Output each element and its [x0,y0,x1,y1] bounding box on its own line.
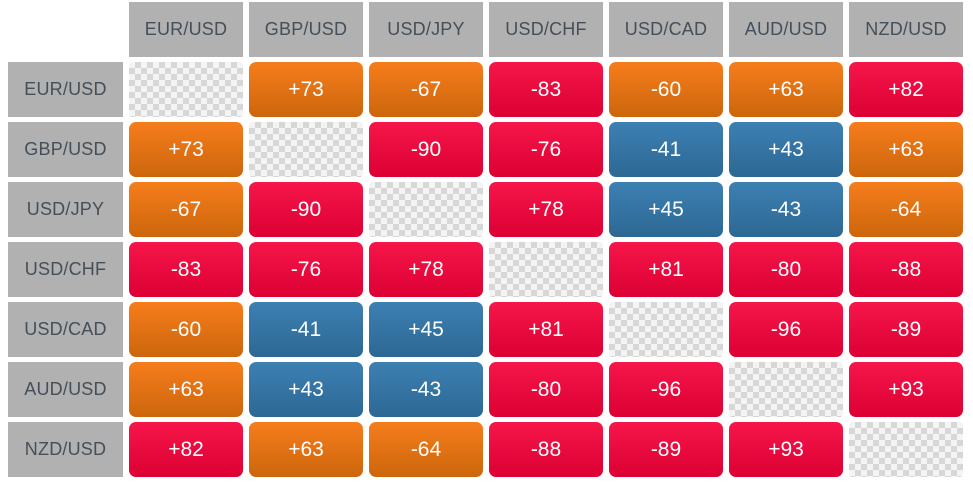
matrix-cell-1-3: -76 [489,122,603,177]
matrix-cell-1-0: +73 [129,122,243,177]
matrix-cell-4-0: -60 [129,302,243,357]
diagonal-cell [489,242,603,297]
matrix-cell-5-2: -43 [369,362,483,417]
column-header-usd-chf: USD/CHF [489,2,603,57]
matrix-cell-6-1: +63 [249,422,363,477]
matrix-cell-1-2: -90 [369,122,483,177]
matrix-cell-6-4: -89 [609,422,723,477]
row-header-usd-cad: USD/CAD [8,302,123,357]
matrix-cell-4-3: +81 [489,302,603,357]
row-header-nzd-usd: NZD/USD [8,422,123,477]
diagonal-cell [129,62,243,117]
matrix-cell-5-0: +63 [129,362,243,417]
matrix-cell-6-2: -64 [369,422,483,477]
matrix-cell-0-3: -83 [489,62,603,117]
matrix-cell-4-1: -41 [249,302,363,357]
corner-cell [8,2,123,57]
matrix-cell-3-6: -88 [849,242,963,297]
diagonal-cell [849,422,963,477]
column-header-eur-usd: EUR/USD [129,2,243,57]
matrix-cell-2-0: -67 [129,182,243,237]
matrix-cell-0-5: +63 [729,62,843,117]
matrix-cell-2-5: -43 [729,182,843,237]
matrix-cell-5-6: +93 [849,362,963,417]
matrix-cell-4-6: -89 [849,302,963,357]
matrix-cell-0-1: +73 [249,62,363,117]
matrix-cell-0-6: +82 [849,62,963,117]
matrix-cell-5-4: -96 [609,362,723,417]
matrix-cell-6-5: +93 [729,422,843,477]
row-header-gbp-usd: GBP/USD [8,122,123,177]
matrix-cell-5-1: +43 [249,362,363,417]
matrix-cell-2-4: +45 [609,182,723,237]
row-header-usd-jpy: USD/JPY [8,182,123,237]
matrix-cell-4-2: +45 [369,302,483,357]
row-header-eur-usd: EUR/USD [8,62,123,117]
matrix-cell-3-1: -76 [249,242,363,297]
matrix-cell-5-3: -80 [489,362,603,417]
matrix-cell-2-6: -64 [849,182,963,237]
diagonal-cell [609,302,723,357]
column-header-usd-jpy: USD/JPY [369,2,483,57]
matrix-cell-2-1: -90 [249,182,363,237]
matrix-cell-6-3: -88 [489,422,603,477]
matrix-cell-6-0: +82 [129,422,243,477]
column-header-gbp-usd: GBP/USD [249,2,363,57]
matrix-cell-4-5: -96 [729,302,843,357]
matrix-cell-3-0: -83 [129,242,243,297]
diagonal-cell [369,182,483,237]
matrix-cell-2-3: +78 [489,182,603,237]
matrix-cell-1-6: +63 [849,122,963,177]
matrix-cell-0-2: -67 [369,62,483,117]
column-header-usd-cad: USD/CAD [609,2,723,57]
matrix-cell-0-4: -60 [609,62,723,117]
matrix-cell-3-2: +78 [369,242,483,297]
diagonal-cell [729,362,843,417]
column-header-nzd-usd: NZD/USD [849,2,963,57]
matrix-cell-3-4: +81 [609,242,723,297]
diagonal-cell [249,122,363,177]
row-header-usd-chf: USD/CHF [8,242,123,297]
matrix-cell-1-4: -41 [609,122,723,177]
row-header-aud-usd: AUD/USD [8,362,123,417]
matrix-cell-3-5: -80 [729,242,843,297]
column-header-aud-usd: AUD/USD [729,2,843,57]
matrix-cell-1-5: +43 [729,122,843,177]
